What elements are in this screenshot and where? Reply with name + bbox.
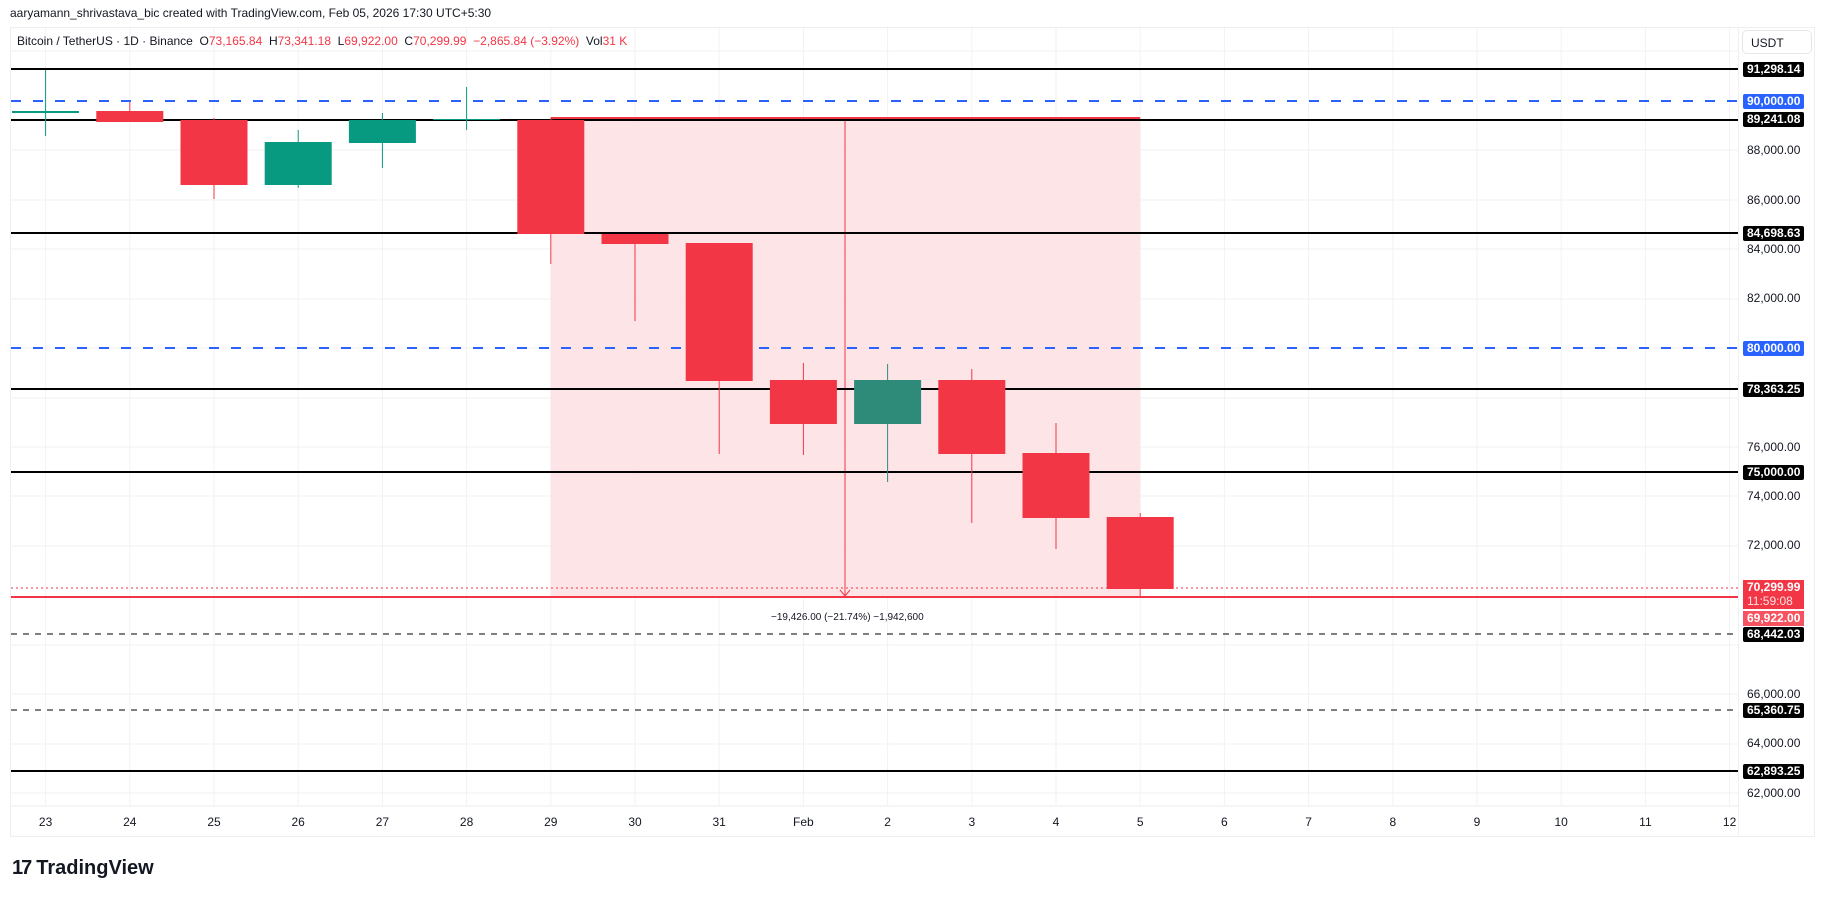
high-label: H <box>268 34 278 48</box>
measurement-label: −19,426.00 (−21.74%) −1,942,600 <box>771 612 924 623</box>
low-price-label[interactable]: 69,922.00 <box>1743 611 1805 626</box>
close-value: 70,299.99 <box>413 34 467 48</box>
line-label[interactable]: 78,363.25 <box>1743 382 1805 397</box>
chart-credit: aaryamann_shrivastava_bic created with T… <box>10 6 492 20</box>
time-tick: 3 <box>968 815 976 829</box>
high-value: 73,341.18 <box>277 34 331 48</box>
time-tick: 27 <box>375 815 390 829</box>
price-tick: 72,000.00 <box>1747 538 1801 552</box>
line-label[interactable]: 90,000.00 <box>1743 94 1805 109</box>
time-tick: 9 <box>1473 815 1481 829</box>
price-axis-divider <box>1738 27 1739 837</box>
time-tick: 5 <box>1136 815 1144 829</box>
line-label[interactable]: 84,698.63 <box>1743 226 1805 241</box>
tradingview-wordmark: TradingView <box>36 857 154 879</box>
tradingview-logo-icon: 17 <box>12 857 32 879</box>
last-price-value: 70,299.99 <box>1747 580 1801 594</box>
time-tick: 4 <box>1052 815 1060 829</box>
price-tick: 64,000.00 <box>1747 736 1801 750</box>
tradingview-logo[interactable]: 17 TradingView <box>12 857 154 880</box>
line-label[interactable]: 89,241.08 <box>1743 112 1805 127</box>
price-tick: 82,000.00 <box>1747 291 1801 305</box>
price-tick: 84,000.00 <box>1747 242 1801 256</box>
close-label: C <box>404 34 414 48</box>
time-tick: 2 <box>884 815 891 829</box>
time-tick: 31 <box>712 815 726 829</box>
time-tick: 6 <box>1221 815 1228 829</box>
time-tick: 12 <box>1722 815 1737 829</box>
chart-frame[interactable] <box>10 27 1815 837</box>
currency-button[interactable]: USDT <box>1742 30 1812 54</box>
line-label[interactable]: 80,000.00 <box>1743 341 1805 356</box>
change-value: −2,865.84 (−3.92%) <box>473 34 580 48</box>
price-tick: 74,000.00 <box>1747 489 1801 503</box>
last-price-label[interactable]: 70,299.99 11:59:08 <box>1743 580 1805 609</box>
time-tick: 25 <box>207 815 221 829</box>
time-tick: Feb <box>793 815 814 829</box>
candles[interactable] <box>12 70 1174 597</box>
price-tick: 88,000.00 <box>1747 143 1801 157</box>
line-label[interactable]: 68,442.03 <box>1743 627 1805 642</box>
symbol-legend: Bitcoin / TetherUS · 1D · Binance O73,16… <box>17 34 627 48</box>
bar-countdown: 11:59:08 <box>1747 594 1793 608</box>
time-tick: 29 <box>544 815 558 829</box>
time-tick: 28 <box>459 815 474 829</box>
time-tick: 8 <box>1389 815 1397 829</box>
price-tick: 86,000.00 <box>1747 193 1801 207</box>
time-tick: 11 <box>1639 815 1652 829</box>
time-tick: 10 <box>1554 815 1568 829</box>
open-value: 73,165.84 <box>208 34 263 48</box>
line-label[interactable]: 91,298.14 <box>1743 62 1805 77</box>
symbol-title[interactable]: Bitcoin / TetherUS · 1D · Binance <box>17 34 193 48</box>
volume-value: 31 K <box>602 34 628 48</box>
price-tick: 76,000.00 <box>1747 440 1801 454</box>
horizontal-lines[interactable] <box>11 68 1738 772</box>
time-tick: 26 <box>291 815 305 829</box>
time-tick: 30 <box>628 815 642 829</box>
time-tick: 24 <box>123 815 137 829</box>
low-value: 69,922.00 <box>344 34 398 48</box>
price-tick: 66,000.00 <box>1747 687 1801 701</box>
time-tick: 23 <box>38 815 53 829</box>
low-label: L <box>337 34 345 48</box>
line-label[interactable]: 65,360.75 <box>1743 703 1805 718</box>
line-label[interactable]: 75,000.00 <box>1743 465 1805 480</box>
price-tick: 62,000.00 <box>1747 786 1801 800</box>
open-label: O <box>199 34 209 48</box>
volume-label: Vol <box>585 34 603 48</box>
time-tick: 7 <box>1305 815 1312 829</box>
line-label[interactable]: 62,893.25 <box>1743 764 1805 779</box>
